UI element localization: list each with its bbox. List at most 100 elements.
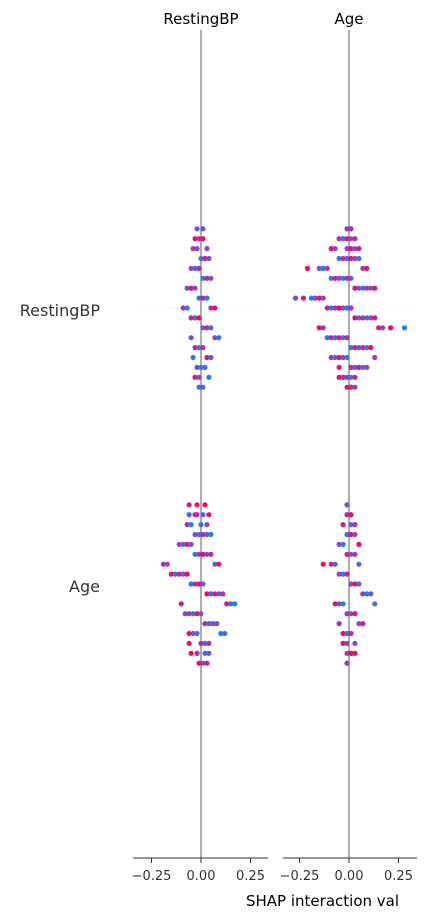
shap-point	[348, 650, 354, 656]
shap-point	[348, 226, 354, 232]
shap-point	[196, 315, 202, 321]
shap-point	[324, 335, 330, 341]
shap-point	[198, 522, 204, 528]
shap-point	[352, 384, 358, 390]
feature-label-restingbp: RestingBP	[20, 301, 101, 320]
shap-point	[188, 285, 194, 291]
shap-point	[352, 650, 358, 656]
shap-point	[336, 541, 342, 548]
shap-point	[336, 255, 342, 262]
panel-title-restingbp: RestingBP	[163, 10, 238, 28]
shap-point	[196, 551, 202, 557]
shap-point	[316, 265, 322, 271]
shap-point	[192, 265, 198, 271]
shap-point	[210, 621, 216, 627]
shap-point	[364, 265, 370, 271]
shap-point	[312, 295, 318, 301]
shap-point	[372, 354, 378, 361]
feature-label-age: Age	[69, 577, 100, 596]
shap-point	[200, 325, 206, 331]
shap-point	[188, 650, 194, 656]
shap-point	[340, 335, 346, 341]
shap-point	[344, 384, 350, 390]
shap-point	[188, 315, 194, 321]
shap-point	[206, 255, 212, 262]
shap-point	[348, 374, 354, 380]
shap-point	[198, 611, 204, 617]
shap-point	[352, 640, 358, 647]
shap-point	[206, 640, 212, 647]
shap-point	[194, 650, 200, 656]
shap-point	[336, 364, 342, 370]
shap-point	[190, 246, 196, 252]
shap-point	[372, 285, 378, 291]
shap-point	[212, 305, 218, 311]
shap-point	[192, 531, 198, 538]
shap-point	[356, 255, 362, 262]
shap-point	[340, 601, 346, 607]
shap-point	[356, 345, 362, 351]
shap-point	[186, 630, 192, 637]
shap-point	[220, 591, 226, 597]
shap-point	[320, 325, 326, 331]
shap-point	[332, 335, 338, 341]
shap-point	[360, 591, 366, 597]
shap-point	[336, 621, 342, 627]
x-tick-label: 0.00	[187, 869, 216, 884]
shap-point	[332, 601, 338, 607]
shap-point	[190, 611, 196, 617]
shap-point	[352, 531, 358, 538]
shap-point	[300, 295, 307, 301]
shap-point	[304, 265, 311, 271]
shap-point	[352, 611, 358, 617]
shap-point	[340, 374, 346, 380]
shap-point	[184, 305, 190, 311]
shap-point	[196, 374, 202, 380]
shap-point	[356, 621, 362, 627]
shap-point	[344, 236, 350, 242]
shap-point	[348, 236, 354, 242]
shap-point	[320, 295, 326, 301]
shap-point	[344, 275, 350, 281]
shap-point	[364, 345, 370, 351]
shap-point	[208, 354, 214, 361]
shap-point	[202, 502, 208, 508]
shap-point	[368, 591, 374, 597]
x-axis-label: SHAP interaction val	[246, 892, 399, 910]
shap-point	[344, 531, 350, 538]
shap-point	[344, 660, 350, 666]
shap-point	[164, 561, 170, 567]
shap-point	[364, 315, 370, 321]
shap-point	[196, 660, 202, 666]
shap-point	[200, 236, 206, 242]
feature-labels: RestingBP Age	[20, 301, 101, 596]
shap-point	[356, 246, 362, 252]
shap-point	[348, 305, 354, 311]
shap-point	[196, 581, 202, 587]
shap-point	[186, 502, 192, 508]
shap-point	[208, 325, 214, 331]
shap-point	[308, 295, 314, 301]
shap-point	[200, 275, 206, 281]
shap-point	[340, 640, 346, 647]
shap-point	[328, 246, 334, 252]
shap-point	[200, 226, 206, 232]
shap-point	[192, 315, 198, 321]
shap-point	[340, 305, 346, 311]
shap-point	[344, 650, 350, 656]
shap-point	[194, 246, 200, 252]
shap-point	[216, 561, 222, 567]
shap-point	[344, 502, 350, 508]
shap-point	[368, 315, 374, 321]
shap-point	[328, 354, 334, 361]
shap-point	[348, 611, 354, 617]
shap-point	[352, 246, 358, 252]
shap-point	[344, 335, 350, 341]
shap-point	[328, 275, 334, 281]
shap-point	[208, 275, 214, 281]
shap-point	[356, 541, 362, 548]
shap-point	[360, 621, 366, 627]
shap-point	[352, 345, 358, 351]
shap-point	[196, 345, 202, 351]
shap-point	[204, 325, 210, 331]
